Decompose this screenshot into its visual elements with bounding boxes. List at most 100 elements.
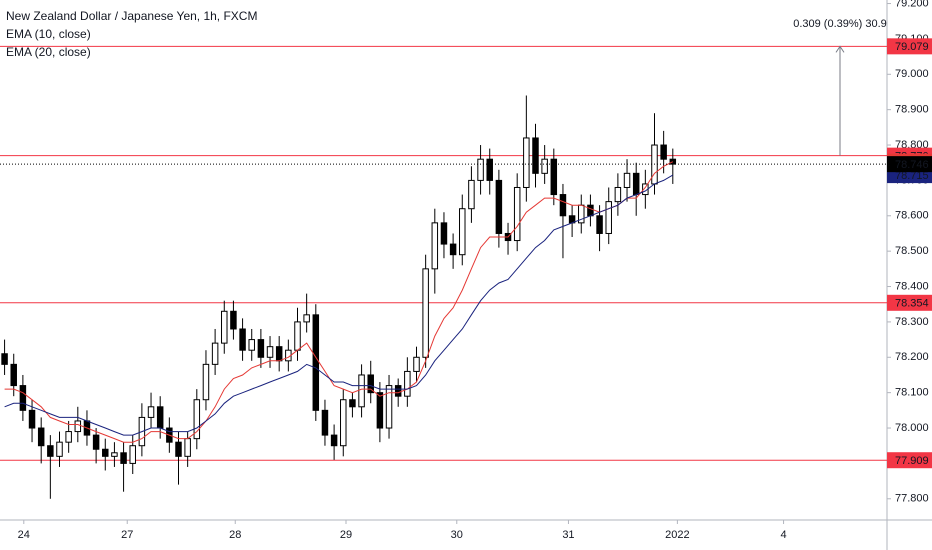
candle-body: [596, 215, 603, 234]
candle-body: [184, 438, 191, 457]
candle-body: [239, 328, 246, 351]
x-tick-label: 2022: [665, 529, 689, 541]
candle-body: [156, 406, 164, 429]
candle-body: [10, 363, 17, 387]
candle-body: [523, 137, 530, 188]
level-label-box: [887, 38, 932, 55]
candle-body: [147, 406, 155, 418]
y-tick-label: 78.100: [895, 387, 929, 399]
chart-title: New Zealand Dollar / Japanese Yen, 1h, F…: [6, 9, 257, 23]
candle-body: [632, 172, 640, 196]
level-label: 78.354: [895, 298, 929, 310]
y-tick-label: 79.200: [895, 0, 929, 9]
candle-body: [358, 374, 365, 408]
candle-body: [340, 399, 347, 447]
y-tick-label: 78.400: [895, 280, 929, 292]
candle-body: [19, 385, 27, 411]
candle-body: [477, 158, 484, 181]
legend-entry: EMA (20, close): [6, 45, 91, 59]
ema-line: [4, 161, 674, 443]
candle-body: [614, 186, 622, 203]
candle-body: [248, 339, 255, 351]
candle-body: [303, 314, 310, 323]
candle-body: [1, 353, 8, 365]
x-tick-label: 30: [451, 529, 463, 541]
candle-body: [394, 385, 402, 397]
candle-body: [385, 385, 393, 429]
legend-entry: EMA (10, close): [6, 27, 91, 41]
candle-body: [294, 321, 301, 351]
candle-body: [111, 452, 118, 457]
y-tick-label: 77.800: [895, 493, 929, 505]
level-label-box: [887, 294, 932, 311]
candle-body: [193, 399, 201, 440]
x-tick-label: 29: [340, 529, 352, 541]
ema-price-label: 78.715: [895, 170, 929, 182]
x-tick-label: 27: [121, 529, 133, 541]
candle-body: [486, 158, 493, 181]
level-label: 77.909: [895, 455, 929, 467]
ema-line: [4, 174, 674, 436]
candle-body: [376, 392, 384, 429]
y-tick-label: 78.900: [895, 104, 929, 116]
candle-body: [321, 409, 329, 436]
candle-body: [211, 342, 219, 365]
candle-body: [266, 346, 274, 358]
measure-label: 0.309 (0.39%) 30.9: [793, 18, 887, 30]
candle-body: [367, 374, 374, 394]
y-tick-label: 78.200: [895, 351, 929, 363]
candle-body: [422, 268, 429, 358]
candle-body: [669, 158, 677, 165]
candle-body: [587, 204, 594, 217]
candle-body: [413, 356, 420, 372]
y-tick-label: 78.500: [895, 245, 929, 257]
measure-arrowhead: [835, 45, 845, 53]
x-tick-label: 24: [18, 529, 30, 541]
candle-body: [275, 346, 283, 362]
candle-body: [532, 137, 539, 174]
candle-body: [495, 179, 503, 234]
candle-body: [330, 434, 338, 447]
candle-body: [102, 448, 109, 457]
candle-body: [92, 434, 100, 450]
candle-body: [623, 172, 631, 188]
candle-body: [431, 222, 439, 270]
y-tick-label: 78.600: [895, 210, 929, 222]
level-label: 79.079: [895, 41, 929, 53]
candle-body: [175, 441, 182, 457]
candle-body: [459, 208, 466, 256]
candle-body: [221, 310, 228, 344]
candle-body: [559, 194, 567, 217]
candle-body: [312, 314, 320, 411]
y-tick-label: 79.000: [895, 68, 929, 80]
candle-body: [660, 144, 667, 160]
candle-body: [404, 370, 411, 397]
last-price-label: 78.746: [895, 159, 929, 171]
candle-body: [257, 339, 265, 358]
candle-body: [28, 409, 36, 429]
y-tick-label: 78.300: [895, 316, 929, 328]
level-label-box: [887, 452, 932, 469]
x-tick-label: 28: [229, 529, 241, 541]
candle-body: [605, 201, 612, 234]
candle-body: [120, 452, 127, 464]
candle-body: [230, 310, 237, 330]
candle-body: [74, 420, 82, 433]
candle-body: [129, 445, 136, 464]
last-price-label-box: [887, 156, 932, 173]
candle-body: [202, 363, 210, 401]
candle-body: [56, 441, 63, 457]
y-tick-label: 78.000: [895, 422, 929, 434]
candle-body: [349, 399, 356, 408]
candle-body: [468, 179, 475, 210]
candle-body: [440, 222, 448, 245]
candle-body: [65, 431, 72, 443]
candle-body: [449, 243, 457, 256]
candle-body: [37, 427, 45, 447]
candle-body: [541, 158, 548, 174]
x-tick-label: 31: [562, 529, 574, 541]
candle-body: [513, 186, 521, 242]
candle-body: [550, 158, 558, 196]
candle-body: [47, 445, 54, 457]
